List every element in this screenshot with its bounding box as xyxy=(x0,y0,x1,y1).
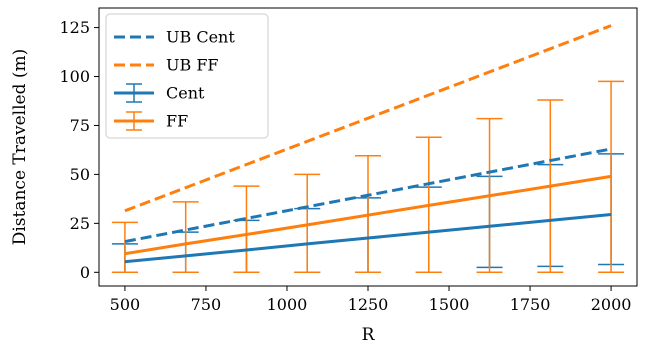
series-line-ff xyxy=(124,174,612,256)
x-tick-label: 500 xyxy=(110,295,141,314)
y-tick-label: 75 xyxy=(70,116,90,135)
x-tick-label: 1750 xyxy=(510,295,551,314)
legend-label-cent: Cent xyxy=(166,84,205,103)
y-tick-label: 0 xyxy=(80,263,90,282)
x-tick-label: 750 xyxy=(191,295,222,314)
x-tick-label: 1250 xyxy=(348,295,389,314)
series-line-ub-cent xyxy=(124,147,612,244)
x-tick-label: 1000 xyxy=(267,295,308,314)
series-line-cent xyxy=(124,213,612,264)
legend-label-ff: FF xyxy=(166,112,188,131)
y-tick-label: 50 xyxy=(70,165,90,184)
x-axis-label: R xyxy=(362,325,376,345)
y-tick-label: 100 xyxy=(59,67,90,86)
legend-label-ub-ff: UB FF xyxy=(166,56,219,75)
series-line-ub-ff xyxy=(124,24,612,213)
y-axis-label: Distance Travelled (m) xyxy=(10,49,30,246)
plot-area xyxy=(111,24,625,274)
x-tick-label: 2000 xyxy=(591,295,632,314)
ticks: 500 750 1000 1250 1500 1750 2000 0 25 50 75 100 125 xyxy=(59,18,631,314)
legend-label-ub-cent: UB Cent xyxy=(166,28,235,47)
legend-box xyxy=(105,13,269,139)
y-tick-label: 125 xyxy=(59,18,90,37)
x-tick-label: 1500 xyxy=(429,295,470,314)
y-tick-label: 25 xyxy=(70,214,90,233)
legend: UB Cent UB FF Cent FF xyxy=(105,13,269,139)
